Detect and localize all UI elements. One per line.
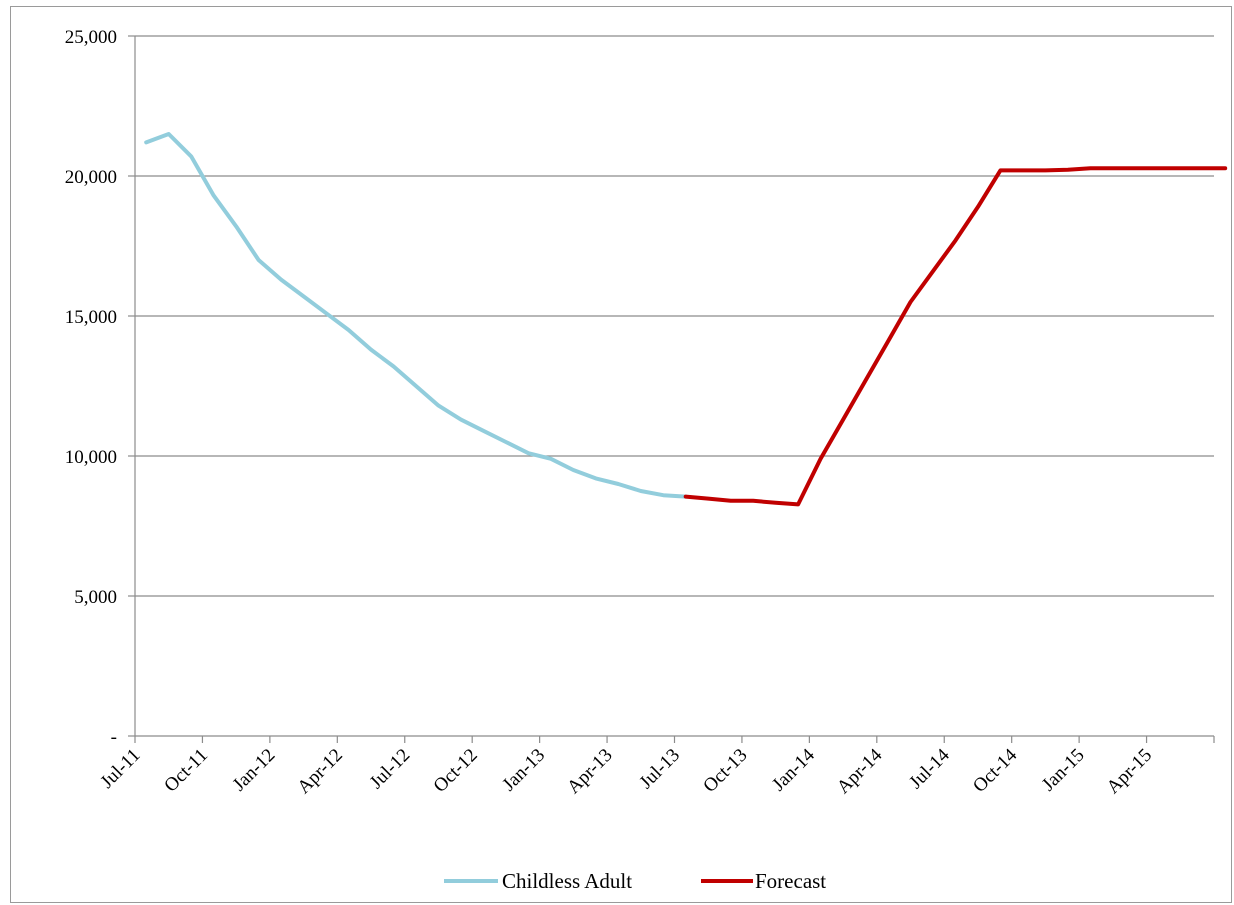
- x-tick-label: Apr-13: [563, 745, 616, 798]
- chart-frame: [10, 6, 1232, 903]
- series-line-0: [144, 132, 688, 499]
- axes: [128, 35, 1215, 743]
- x-tick-label: Jan-14: [768, 744, 819, 795]
- x-tick-label: Jul-12: [366, 745, 414, 793]
- x-tick-label: Jul-13: [636, 745, 684, 793]
- legend-label-1: Forecast: [755, 869, 826, 893]
- series-lines: [144, 132, 1228, 507]
- x-tick-label: Apr-14: [833, 744, 887, 798]
- legend-label-0: Childless Adult: [502, 869, 632, 893]
- y-tick-label: 5,000: [74, 587, 117, 608]
- y-axis-tick-labels: - 5,000 10,000 15,000 20,000 25,000: [65, 27, 117, 748]
- x-tick-label: Jul-14: [905, 744, 954, 793]
- gridlines: [135, 35, 1214, 597]
- y-tick-label: 25,000: [65, 27, 117, 48]
- x-tick-label: Oct-12: [430, 745, 482, 797]
- x-tick-label: Oct-13: [699, 745, 751, 797]
- x-tick-label: Jan-13: [498, 745, 549, 796]
- y-tick-label: 10,000: [65, 447, 117, 468]
- x-tick-label: Oct-11: [160, 745, 212, 797]
- x-tick-label: Apr-12: [293, 745, 346, 798]
- x-tick-label: Oct-14: [969, 744, 1022, 797]
- x-tick-label: Jul-11: [97, 745, 145, 793]
- y-tick-label: -: [111, 727, 117, 748]
- x-tick-label: Apr-15: [1103, 745, 1156, 798]
- y-tick-label: 15,000: [65, 307, 117, 328]
- series-line-1: [683, 166, 1228, 507]
- x-axis-tick-labels: Jul-11 Oct-11 Jan-12 Apr-12 Jul-12 Oct-12 Jan-…: [97, 744, 1157, 798]
- x-tick-label: Jan-15: [1038, 745, 1089, 796]
- y-tick-label: 20,000: [65, 167, 117, 188]
- legend: Childless Adult Forecast: [444, 869, 826, 893]
- x-tick-label: Jan-12: [229, 745, 280, 796]
